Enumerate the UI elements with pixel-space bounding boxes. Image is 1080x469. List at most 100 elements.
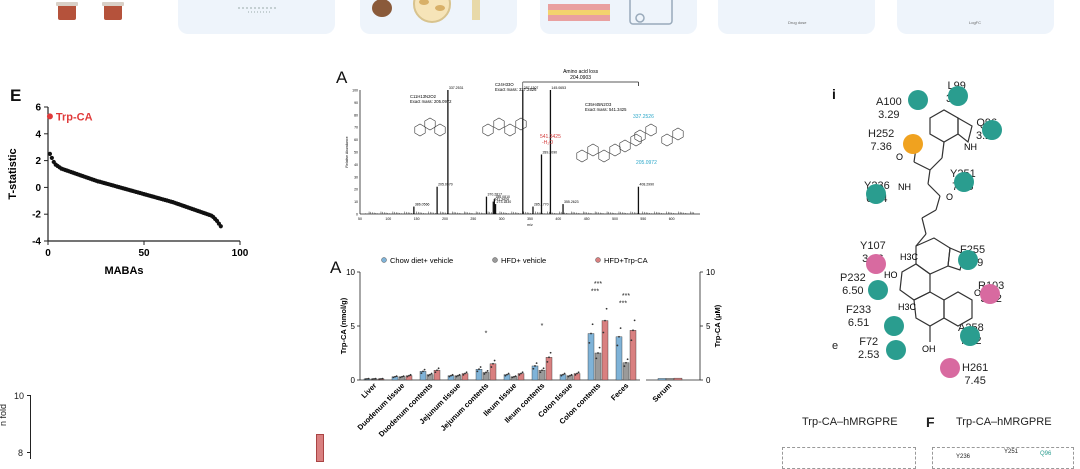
atom-oh-3: OH xyxy=(922,344,936,354)
ms-peak-label: 355.2623 xyxy=(564,200,579,204)
atom-h3c-1: H3C xyxy=(900,252,919,262)
bar-dot xyxy=(506,373,508,376)
bar-dot xyxy=(485,371,487,374)
bottom-title-2: Trp-CA–hMRGPRE xyxy=(956,416,1052,428)
bar-rect xyxy=(489,363,497,381)
bar-dot xyxy=(464,372,466,375)
bar-dot xyxy=(604,319,606,322)
ms-structure xyxy=(634,129,646,143)
ms-annot-cyan1: 337.2526 xyxy=(633,114,654,120)
tstat-xtick-label: 0 xyxy=(45,248,51,259)
bar-rect xyxy=(594,352,602,381)
bar-dot xyxy=(427,374,430,377)
bar-dot xyxy=(462,373,465,376)
bar-dot xyxy=(429,373,431,376)
tstat-point xyxy=(49,155,54,161)
bar-ytick-label: 5 xyxy=(351,322,356,331)
bar-dot xyxy=(395,375,398,378)
bar-sig-mark: * xyxy=(541,323,544,330)
bar-dot xyxy=(409,373,412,376)
bar-dot xyxy=(380,378,382,380)
tstat-point xyxy=(47,151,53,156)
bar-dot xyxy=(478,368,480,371)
bar-dot xyxy=(483,373,486,375)
bar-dot xyxy=(373,378,375,380)
bar-dot xyxy=(371,378,374,381)
fold-tick-8 xyxy=(27,452,31,453)
bar-dot xyxy=(367,377,370,380)
residue-label-h261: H261 7.45 xyxy=(962,362,988,388)
residue-label-p232: P232 6.50 xyxy=(840,272,866,298)
ms-peak-label: 287.1307 xyxy=(524,86,539,90)
bar-rect xyxy=(629,330,637,381)
ms-exact-mass: Exact mass: 337.2526 xyxy=(495,87,537,92)
bar-dot xyxy=(623,365,626,368)
tstat-ytick-label: 4 xyxy=(35,129,41,140)
ms-ytick-label: 60 xyxy=(354,138,358,142)
ms-ytick-label: 30 xyxy=(354,175,358,179)
bar-rect xyxy=(622,362,630,381)
ms-structure xyxy=(661,133,673,147)
ms-ytick-label: 20 xyxy=(354,188,358,192)
bar-dot xyxy=(588,341,591,344)
bar-dot xyxy=(563,372,566,375)
bar-category-label: Liver xyxy=(359,381,378,400)
residue-dot-f233 xyxy=(884,316,904,336)
ms-structure xyxy=(493,117,505,131)
ms-xtick-label: 500 xyxy=(612,217,618,221)
residue-dot-l99 xyxy=(948,86,968,106)
bar-sig-mark: * xyxy=(485,331,488,338)
ms-xlabel: m/z xyxy=(527,223,533,227)
ms-peak-label: 386.0566 xyxy=(415,203,430,207)
ms-ytick-label: 50 xyxy=(354,151,358,155)
tiny-caption-1: Drug dose xyxy=(788,20,807,25)
top-card-4 xyxy=(540,0,697,34)
bar-dot xyxy=(430,372,433,375)
ms-xtick-label: 100 xyxy=(385,217,391,221)
ms-ytick-label: 10 xyxy=(354,200,358,204)
bar-dot xyxy=(437,367,440,370)
bar-legend-swatch xyxy=(595,257,601,263)
bar-category-label: Duodenum contents xyxy=(377,381,435,439)
fold-ytick-8: 8 xyxy=(18,448,24,458)
tstat-highlight-point xyxy=(46,113,53,120)
residue-name: F72 xyxy=(859,336,879,348)
bar-dot xyxy=(451,373,454,376)
ms-structure xyxy=(630,133,642,147)
bar-dot xyxy=(577,371,580,374)
tstat-ytick-label: 0 xyxy=(35,183,41,194)
bar-rect xyxy=(601,320,609,381)
bar-dot xyxy=(434,371,437,374)
tiny-res-1: Y236 xyxy=(956,454,971,460)
fold-tick-10 xyxy=(27,395,31,396)
bar-dot xyxy=(408,374,410,377)
top-card-5: Drug dose xyxy=(718,0,875,34)
bar-dot xyxy=(597,352,599,354)
tstat-xlabel: MABAs xyxy=(104,265,143,277)
bar-dot xyxy=(492,362,494,365)
ms-exact-mass: Exact mass: 205.0972 xyxy=(410,99,452,104)
ms-ytick-label: 100 xyxy=(352,89,358,93)
bar-dot xyxy=(476,370,479,373)
residue-dot-r103 xyxy=(980,284,1000,304)
bar-dot xyxy=(569,374,571,377)
bar-dot xyxy=(479,366,482,368)
ms-xtick-label: 400 xyxy=(555,217,561,221)
ms-formula: C24H33O xyxy=(495,82,514,87)
ms-structure xyxy=(598,149,610,163)
bar-dot xyxy=(401,375,403,378)
bottom-box-2 xyxy=(932,447,1074,469)
bar-dot xyxy=(420,372,423,374)
panel-e-label: E xyxy=(10,86,22,105)
ms-structure xyxy=(434,123,446,137)
bar-sig-mark: *** xyxy=(591,289,599,296)
bar-dot xyxy=(504,374,507,377)
bar-dot xyxy=(630,339,633,342)
bar-dot xyxy=(513,375,515,378)
panel-dock-label: i xyxy=(832,86,836,102)
trpca-bar-chart: Chow diet+ vehicle HFD+ vehicle HFD+Trp-CA… xyxy=(340,256,722,439)
ms-ylabel: Relative Abundance xyxy=(345,136,349,167)
bar-dot xyxy=(381,377,384,380)
ms-structure xyxy=(482,123,494,137)
